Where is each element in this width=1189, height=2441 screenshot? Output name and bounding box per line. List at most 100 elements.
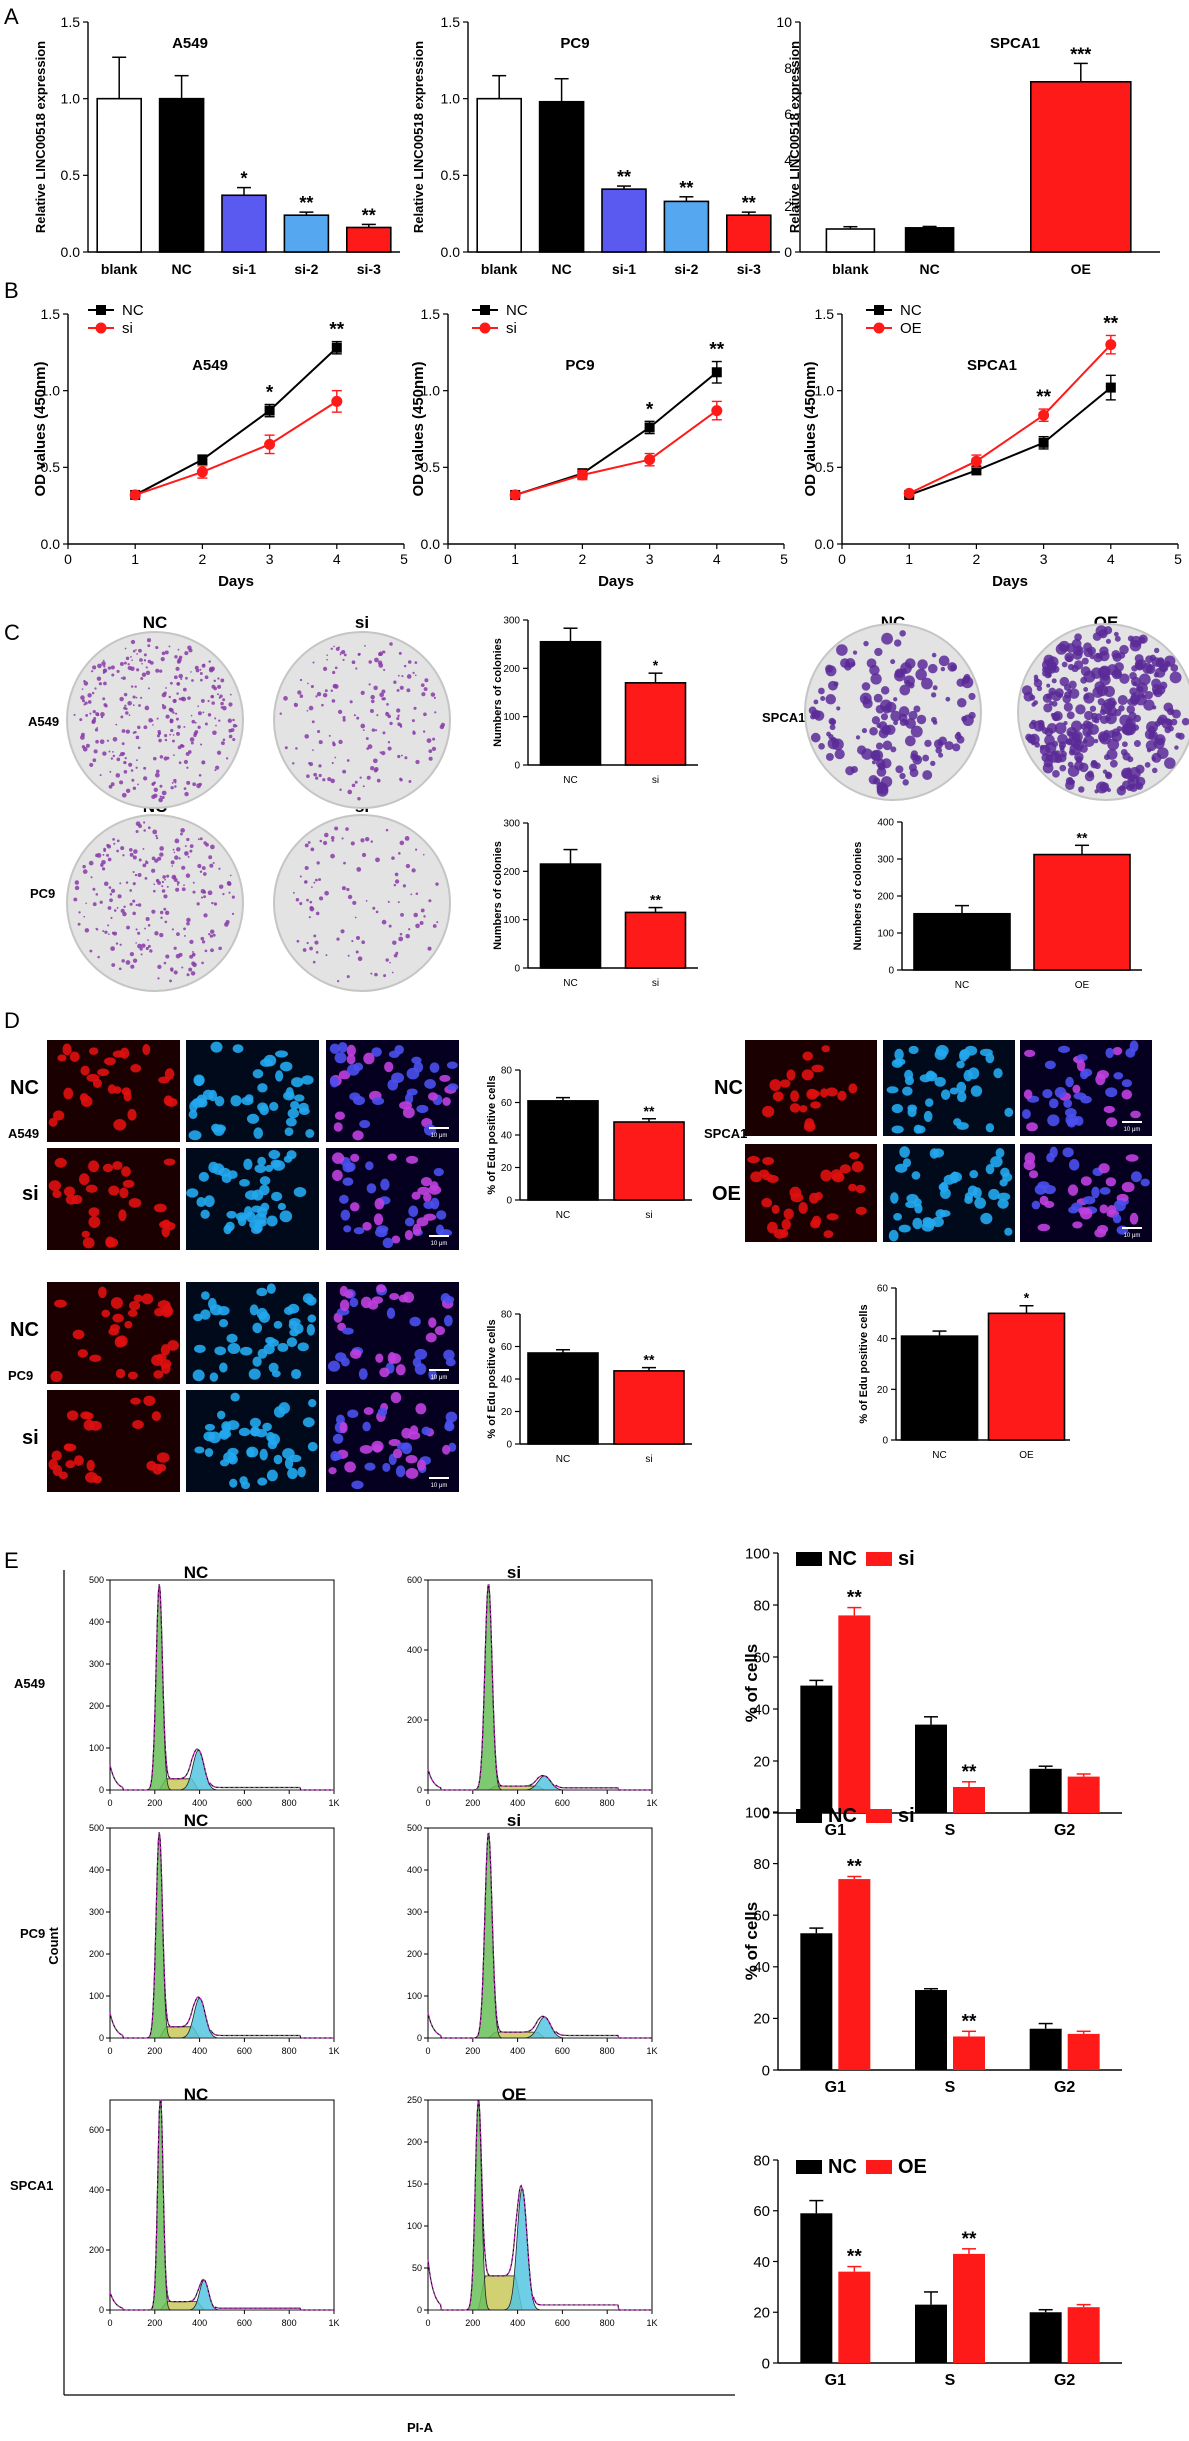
x-tick-label: 400 — [192, 2046, 207, 2056]
y-tick-label: 0 — [99, 2305, 104, 2315]
colony — [1128, 767, 1141, 779]
colony — [110, 757, 114, 760]
colony — [397, 722, 401, 726]
nucleus — [122, 1179, 135, 1188]
colony — [132, 870, 135, 874]
x-tick-label: 0 — [425, 2318, 430, 2328]
colony — [436, 921, 439, 924]
nucleus — [396, 1442, 410, 1450]
colony — [102, 930, 105, 933]
series-line-oe — [908, 343, 1112, 495]
nucleus — [286, 1150, 297, 1160]
colony — [112, 754, 116, 758]
nucleus — [772, 1091, 784, 1102]
colony — [121, 959, 125, 963]
nucleus — [269, 1101, 279, 1111]
nucleus — [1004, 1227, 1013, 1236]
nucleus — [252, 1322, 263, 1334]
colony — [201, 866, 206, 871]
colony — [213, 679, 216, 683]
nucleus — [102, 1163, 114, 1173]
y-tick-label: 20 — [501, 1163, 513, 1174]
colony — [870, 750, 881, 761]
colony — [1152, 705, 1157, 710]
colony — [99, 739, 105, 745]
colony — [137, 783, 139, 786]
colony — [834, 749, 845, 760]
y-tick-label: 200 — [89, 1949, 104, 1959]
colony — [1083, 687, 1089, 692]
colony — [144, 877, 148, 880]
significance-label: ** — [362, 205, 376, 225]
colony — [944, 741, 954, 751]
colony — [135, 903, 138, 907]
e-row-a549: A549 — [14, 1676, 45, 1691]
colony — [211, 901, 214, 905]
x-tick-label: 1K — [646, 1798, 657, 1808]
colony — [122, 676, 126, 680]
nucleus — [750, 1171, 763, 1183]
nucleus — [1044, 1060, 1056, 1070]
colony — [1070, 779, 1075, 785]
nucleus — [1079, 1207, 1093, 1220]
colony — [200, 678, 203, 682]
colony — [1039, 744, 1045, 750]
nucleus — [108, 1327, 120, 1336]
colony — [186, 921, 190, 926]
point-nc — [264, 405, 275, 416]
significance-label: ** — [962, 2011, 977, 2032]
legend-swatch — [796, 1552, 822, 1566]
nucleus — [332, 1433, 344, 1444]
colony — [332, 670, 336, 675]
nucleus — [1113, 1072, 1124, 1080]
nucleus — [382, 1462, 391, 1472]
colony — [279, 712, 282, 715]
panel-letter-b: B — [4, 278, 19, 303]
colony — [1112, 668, 1122, 678]
colony — [216, 750, 222, 755]
x-tick-label: 1K — [646, 2046, 657, 2056]
plate-a549-nc — [66, 631, 244, 809]
nucleus — [346, 1044, 356, 1057]
nucleus — [116, 1335, 128, 1347]
legend-label: NC — [506, 302, 528, 319]
colony — [314, 940, 319, 945]
colony — [400, 754, 403, 757]
nucleus — [297, 1342, 309, 1352]
category-label: blank — [101, 261, 138, 277]
nucleus — [377, 1407, 388, 1417]
nucleus — [279, 1061, 293, 1072]
x-tick-label: 4 — [713, 551, 721, 567]
colony — [355, 667, 358, 670]
colony — [169, 708, 174, 713]
nucleus — [339, 1421, 348, 1434]
nucleus — [230, 1095, 242, 1107]
colony — [142, 863, 147, 868]
nucleus — [894, 1048, 904, 1061]
legend-label: NC — [900, 302, 922, 319]
colony — [113, 842, 116, 845]
plate-dish — [273, 814, 451, 992]
nucleus — [380, 1178, 390, 1191]
micro-pc9-nc-merge: 10 μm — [326, 1282, 459, 1384]
nucleus — [1113, 1200, 1126, 1212]
nucleus — [158, 1076, 170, 1084]
d-cell-pc9: PC9 — [8, 1368, 33, 1383]
colony — [189, 844, 194, 848]
nucleus — [227, 1343, 241, 1354]
colony — [158, 797, 163, 803]
nucleus — [92, 1078, 103, 1088]
colony — [140, 953, 143, 956]
colony — [1093, 738, 1099, 744]
nucleus — [266, 1431, 276, 1442]
colony — [322, 778, 326, 782]
colony — [1075, 756, 1083, 764]
colony — [89, 949, 93, 953]
colony — [399, 932, 403, 936]
colony — [356, 716, 360, 720]
colony — [360, 690, 365, 695]
d-cell-spca1: SPCA1 — [704, 1126, 747, 1141]
y-axis-label: Numbers of colonies — [492, 841, 504, 950]
x-axis-label: Days — [598, 573, 634, 590]
